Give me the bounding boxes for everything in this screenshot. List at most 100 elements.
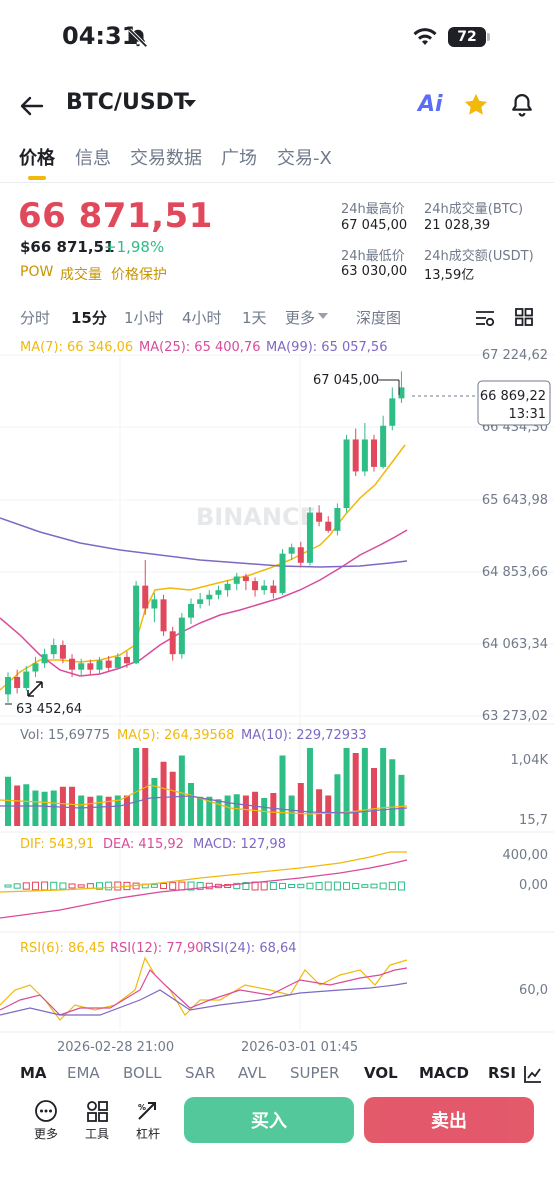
low-value: 63 030,00	[341, 264, 408, 279]
tag-volume[interactable]: 成交量	[60, 267, 102, 283]
volume-bar	[352, 753, 359, 826]
back-arrow-icon[interactable]	[18, 92, 46, 120]
volume-bar	[361, 748, 368, 826]
indicator-ema[interactable]: EMA	[67, 1064, 100, 1082]
last-price-tag	[477, 380, 551, 426]
indicator-chart-icon[interactable]	[523, 1064, 543, 1084]
tab-trade-x[interactable]: 交易-X	[277, 148, 332, 169]
tab-info[interactable]: 信息	[75, 148, 111, 169]
volume-bar	[224, 795, 231, 826]
indicator-macd[interactable]: MACD	[419, 1064, 469, 1082]
interval-1d[interactable]: 1天	[242, 309, 267, 327]
macd-histogram-bar	[59, 882, 67, 890]
ma7-line	[0, 444, 406, 691]
indicator-sar[interactable]: SAR	[185, 1064, 216, 1082]
rsi6-line	[0, 956, 408, 1021]
macd-histogram-bar	[96, 882, 103, 890]
volume-legend: Vol: 15,69775	[20, 728, 110, 743]
macd-histogram-bar	[169, 882, 177, 890]
candle-body	[87, 663, 94, 670]
buy-button[interactable]: 买入	[184, 1097, 354, 1143]
volume-bar	[78, 795, 85, 826]
wifi-icon	[413, 28, 437, 45]
macd-histogram-bar	[242, 882, 250, 890]
chevron-down-icon[interactable]	[318, 313, 328, 319]
candle-body	[41, 654, 48, 664]
favorite-star-icon[interactable]	[462, 91, 490, 119]
volume-bar	[105, 796, 112, 826]
candle-body	[59, 645, 66, 659]
candle-body	[123, 656, 130, 664]
candle-body	[242, 576, 249, 582]
macd-histogram-bar	[160, 883, 168, 889]
candle-body	[160, 599, 167, 632]
y-axis-label: 63 273,02	[482, 709, 548, 724]
volume-bar	[32, 790, 39, 826]
chevron-down-icon[interactable]	[184, 100, 196, 107]
macd-histogram-bar	[187, 881, 195, 891]
y-axis-label: 64 853,66	[482, 565, 548, 580]
indicator-avl[interactable]: AVL	[238, 1064, 266, 1082]
interval-15m[interactable]: 15分	[71, 309, 107, 327]
tag-price-protection[interactable]: 价格保护	[111, 267, 167, 283]
active-tab-indicator	[28, 176, 46, 180]
tools-icon[interactable]	[84, 1099, 110, 1123]
macd-histogram-bar	[22, 882, 30, 890]
volume-bar	[197, 796, 204, 826]
leverage-label[interactable]: 杠杆	[135, 1127, 160, 1141]
candle-body	[151, 599, 158, 609]
indicator-boll[interactable]: BOLL	[123, 1064, 162, 1082]
rsi-axis-label: 60,0	[519, 983, 548, 998]
chart-settings-icon[interactable]	[474, 308, 496, 328]
candle-body	[69, 658, 76, 670]
grid-layout-icon[interactable]	[514, 307, 534, 327]
macd-histogram-bar	[105, 881, 113, 891]
volume-bar	[206, 796, 213, 826]
tag-pow[interactable]: POW	[20, 264, 54, 280]
indicator-vol[interactable]: VOL	[364, 1064, 398, 1082]
interval-1h[interactable]: 1小时	[124, 309, 164, 327]
tools-label[interactable]: 工具	[84, 1127, 109, 1141]
indicator-super[interactable]: SUPER	[290, 1064, 340, 1082]
volume-bar	[123, 795, 130, 826]
candle-body	[133, 585, 140, 664]
volume-bar	[87, 796, 94, 826]
interval-4h[interactable]: 4小时	[182, 309, 222, 327]
interval-more[interactable]: 更多	[285, 309, 316, 327]
indicator-rsi[interactable]: RSI	[488, 1064, 516, 1082]
candle-body	[361, 439, 368, 472]
volume-bar	[96, 795, 103, 826]
expand-icon	[27, 681, 43, 697]
macd-histogram-bar	[50, 881, 58, 891]
tab-price[interactable]: 价格	[19, 148, 55, 169]
tab-square[interactable]: 广场	[221, 148, 257, 169]
indicator-ma[interactable]: MA	[20, 1064, 47, 1082]
battery-indicator: 72	[448, 27, 486, 47]
depth-chart-tab[interactable]: 深度图	[356, 309, 402, 327]
candle-body	[14, 676, 21, 688]
macd-histogram-bar	[297, 883, 305, 889]
volume-bar	[23, 784, 30, 826]
volume-bar	[389, 759, 396, 826]
last-price: 66 871,51	[18, 196, 213, 236]
volume-usdt-label: 24h成交额(USDT)	[424, 249, 534, 264]
volume-ma10-legend: MA(10): 229,72933	[241, 728, 367, 743]
candle-body	[197, 599, 204, 604]
candle-body	[105, 660, 112, 668]
candle-body	[32, 663, 39, 672]
macd-axis-label: 400,00	[503, 848, 549, 863]
alert-bell-icon[interactable]	[508, 91, 536, 119]
candle-body	[380, 425, 387, 467]
leverage-icon[interactable]: %	[135, 1099, 161, 1123]
rsi24-line	[0, 982, 408, 1016]
pair-title[interactable]: BTC/USDT	[66, 90, 189, 115]
sell-button[interactable]: 卖出	[364, 1097, 534, 1143]
interval-line[interactable]: 分时	[20, 309, 51, 327]
tab-trading-data[interactable]: 交易数据	[130, 148, 202, 169]
more-label[interactable]: 更多	[33, 1127, 58, 1141]
more-icon[interactable]	[33, 1099, 59, 1123]
ai-icon[interactable]: Ai	[418, 92, 443, 117]
candle-body	[114, 656, 121, 668]
volume-bar	[371, 768, 377, 826]
